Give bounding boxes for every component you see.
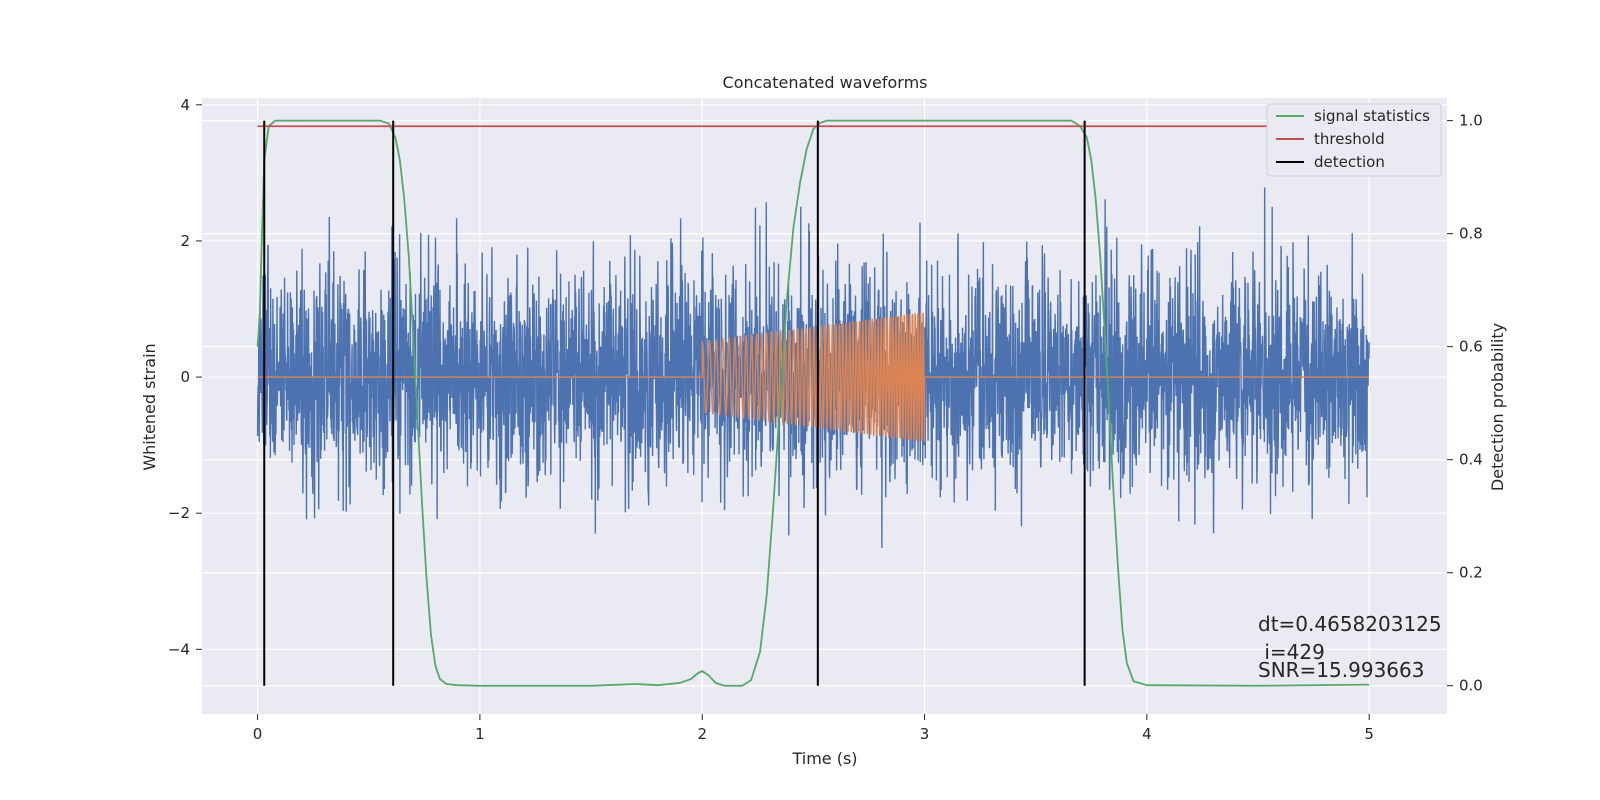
tick-label-x: 2 xyxy=(697,725,707,743)
tick-label-x: 1 xyxy=(475,725,485,743)
annotation-index: i=429 xyxy=(1258,640,1325,664)
tick-label-right: 1.0 xyxy=(1459,112,1483,130)
noise-line xyxy=(256,187,1370,548)
tick-label-right: 0.2 xyxy=(1459,564,1483,582)
y-axis-label-right: Detection probability xyxy=(1488,323,1507,491)
tick-label-x: 3 xyxy=(920,725,930,743)
annotation-dt: dt=0.4658203125 xyxy=(1258,612,1442,636)
signal-statistics-line xyxy=(256,119,1370,687)
tick-label-x: 0 xyxy=(253,725,263,743)
x-axis-label: Time (s) xyxy=(791,749,857,768)
tick-label-x: 5 xyxy=(1364,725,1374,743)
annotation-snr: SNR=15.993663 xyxy=(1258,658,1424,682)
tick-label-left: 0 xyxy=(180,368,190,386)
signal-statistics-series xyxy=(256,119,1370,687)
grid-lines xyxy=(202,98,1447,714)
chirp-line xyxy=(257,312,1370,442)
chirp-waveform-series xyxy=(257,312,1370,442)
legend-label-signal-statistics: signal statistics xyxy=(1314,107,1430,125)
noise-series xyxy=(256,187,1370,548)
tick-label-right: 0.0 xyxy=(1459,677,1483,695)
tick-label-left: 4 xyxy=(180,96,190,114)
legend-label-detection: detection xyxy=(1314,153,1385,171)
tick-label-left: −2 xyxy=(168,504,190,522)
legend-label-threshold: threshold xyxy=(1314,130,1385,148)
x-axis-ticks: 0 1 2 3 4 5 xyxy=(253,714,1374,743)
chart-title: Concatenated waveforms xyxy=(723,73,928,92)
tick-label-right: 0.6 xyxy=(1459,338,1483,356)
legend: signal statistics threshold detection xyxy=(1266,103,1442,177)
tick-label-left: −4 xyxy=(168,640,190,658)
detection-series xyxy=(263,120,1086,686)
tick-label-x: 4 xyxy=(1142,725,1152,743)
right-axis-ticks: 0.0 0.2 0.4 0.6 0.8 1.0 xyxy=(1447,112,1483,695)
tick-label-right: 0.8 xyxy=(1459,225,1483,243)
legend-box xyxy=(1266,103,1442,177)
tick-label-right: 0.4 xyxy=(1459,451,1483,469)
left-axis-ticks: −4 −2 0 2 4 xyxy=(168,96,202,658)
y-axis-label-left: Whitened strain xyxy=(140,343,159,470)
tick-label-left: 2 xyxy=(180,232,190,250)
